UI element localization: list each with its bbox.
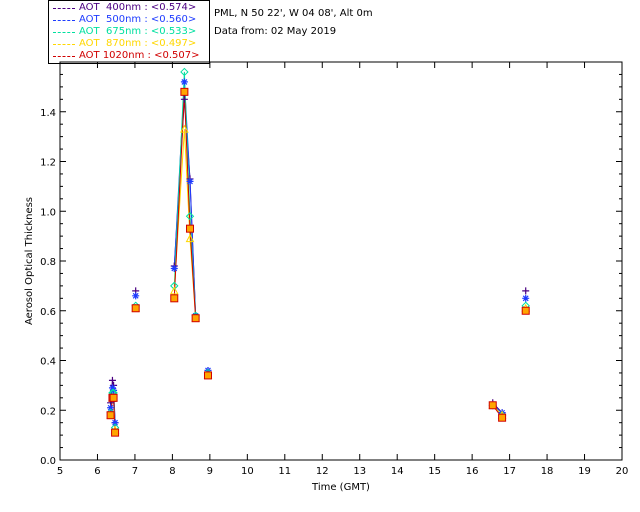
data-point-plus: [522, 287, 530, 295]
x-tick-label: 9: [207, 466, 213, 477]
legend-label: AOT 675nm : <0.533>: [79, 26, 197, 37]
data-point-star: [204, 366, 212, 374]
data-point-square: [521, 306, 530, 315]
data-point-square: [106, 411, 115, 420]
data-point-square: [131, 304, 140, 313]
data-point-square: [186, 224, 195, 233]
plot-frame: [59, 61, 623, 461]
data-point-star: [522, 294, 530, 302]
data-point-plus: [108, 376, 116, 384]
data-point-triangle: [169, 286, 179, 295]
legend-entry: AOT 1020nm : <0.507>: [49, 50, 209, 62]
x-tick-label: 8: [169, 466, 175, 477]
data-point-diamond: [170, 281, 179, 291]
data-point-square: [170, 294, 179, 303]
series-line-4: [173, 91, 197, 319]
y-tick-label: 1.2: [40, 158, 56, 169]
legend-line: [53, 32, 75, 33]
legend-entry: AOT 870nm : <0.497>: [49, 38, 209, 50]
x-tick-label: 14: [391, 466, 404, 477]
legend-line: [53, 20, 75, 21]
x-tick-label: 13: [353, 466, 366, 477]
data-point-triangle: [180, 124, 189, 133]
x-tick-label: 10: [241, 466, 254, 477]
data-point-diamond: [180, 67, 189, 77]
data-point-star: [132, 292, 140, 300]
y-tick-label: 0.8: [40, 257, 56, 268]
x-tick-label: 18: [541, 466, 554, 477]
date-text: Data from: 02 May 2019: [214, 26, 337, 37]
x-tick-label: 17: [503, 466, 516, 477]
y-tick-label: 1.0: [40, 207, 56, 218]
data-point-triangle: [185, 234, 195, 243]
y-tick-label: 0.6: [40, 307, 56, 318]
data-point-star: [108, 384, 116, 392]
y-tick-label: 0.0: [40, 456, 56, 467]
data-point-diamond: [185, 212, 195, 221]
data-point-star: [111, 419, 119, 427]
data-point-square: [180, 87, 189, 96]
x-tick-label: 11: [278, 466, 291, 477]
legend-label: AOT 1020nm : <0.507>: [79, 50, 200, 61]
data-point-square: [109, 393, 118, 402]
data-point-star: [170, 264, 178, 272]
x-tick-label: 6: [94, 466, 100, 477]
y-tick-label: 0.2: [40, 406, 56, 417]
x-tick-label: 7: [132, 466, 138, 477]
x-tick-label: 15: [428, 466, 441, 477]
location-text: PML, N 50 22', W 04 08', Alt 0m: [214, 8, 373, 19]
legend-label: AOT 870nm : <0.497>: [79, 38, 197, 49]
legend-line: [53, 8, 75, 9]
x-tick-label: 16: [466, 466, 479, 477]
data-point-star: [180, 78, 188, 86]
legend: AOT 400nm : <0.574> AOT 500nm : <0.560> AO…: [48, 0, 210, 64]
data-point-square: [488, 401, 497, 410]
data-point-star: [107, 404, 115, 412]
y-axis-title: Aerosol Optical Thickness: [24, 197, 35, 325]
legend-label: AOT 500nm : <0.560>: [79, 14, 197, 25]
x-tick-label: 12: [316, 466, 329, 477]
legend-entry: AOT 675nm : <0.533>: [49, 26, 209, 38]
y-tick-label: 1.4: [40, 108, 56, 119]
x-tick-label: 19: [578, 466, 591, 477]
x-axis-title: Time (GMT): [311, 482, 370, 493]
data-point-square: [191, 314, 200, 323]
legend-entry: AOT 400nm : <0.574>: [49, 2, 209, 14]
legend-line: [53, 56, 75, 57]
legend-entry: AOT 500nm : <0.560>: [49, 14, 209, 26]
legend-label: AOT 400nm : <0.574>: [79, 2, 197, 13]
data-point-plus: [180, 95, 188, 103]
y-tick-label: 0.4: [40, 357, 56, 368]
x-tick-label: 5: [57, 466, 63, 477]
data-point-square: [498, 413, 507, 422]
x-tick-label: 20: [616, 466, 629, 477]
data-point-square: [203, 371, 212, 380]
data-point-square: [111, 428, 120, 437]
data-point-star: [186, 177, 194, 185]
legend-line: [53, 44, 75, 45]
